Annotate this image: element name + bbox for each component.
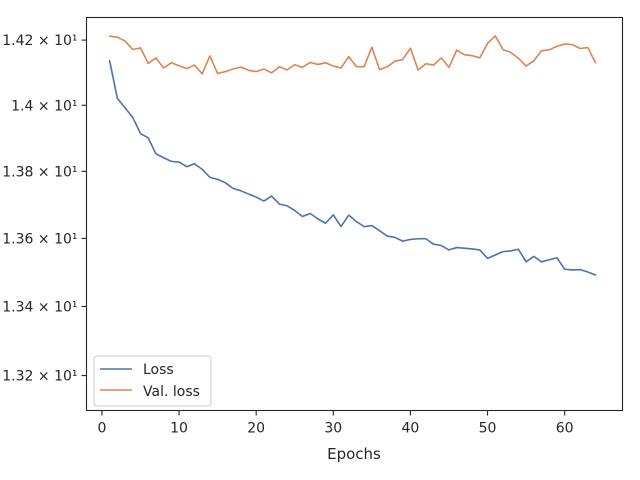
y-tick-label: 1.4 × 10¹ (11, 98, 77, 114)
x-tick-label: 30 (324, 421, 342, 437)
y-tick-label: 1.42 × 10¹ (2, 33, 77, 49)
x-tick-label: 40 (401, 421, 419, 437)
x-tick-label: 20 (247, 421, 265, 437)
x-tick-label: 60 (556, 421, 574, 437)
x-tick-label: 10 (170, 421, 188, 437)
plot-frame (85, 16, 624, 412)
legend-label-val-loss: Val. loss (143, 384, 200, 400)
x-tick-label: 50 (479, 421, 497, 437)
series-line-val-loss (108, 35, 597, 75)
y-tick-label: 1.34 × 10¹ (2, 299, 77, 315)
legend: Loss Val. loss (93, 355, 212, 407)
x-axis-label: Epochs (327, 445, 381, 463)
y-tick-label: 1.36 × 10¹ (2, 231, 77, 247)
y-tick-label: 1.32 × 10¹ (2, 369, 77, 385)
series-line-loss (108, 60, 597, 276)
y-tick-label: 1.38 × 10¹ (2, 164, 77, 180)
x-tick-label: 0 (97, 421, 106, 437)
y-axis: 1.32 × 10¹ 1.34 × 10¹ 1.36 × 10¹ 1.38 × 10¹… (2, 33, 87, 385)
x-axis: 0 10 20 30 40 50 60 (97, 410, 574, 437)
legend-label-loss: Loss (143, 362, 174, 378)
plot-area (108, 35, 597, 276)
